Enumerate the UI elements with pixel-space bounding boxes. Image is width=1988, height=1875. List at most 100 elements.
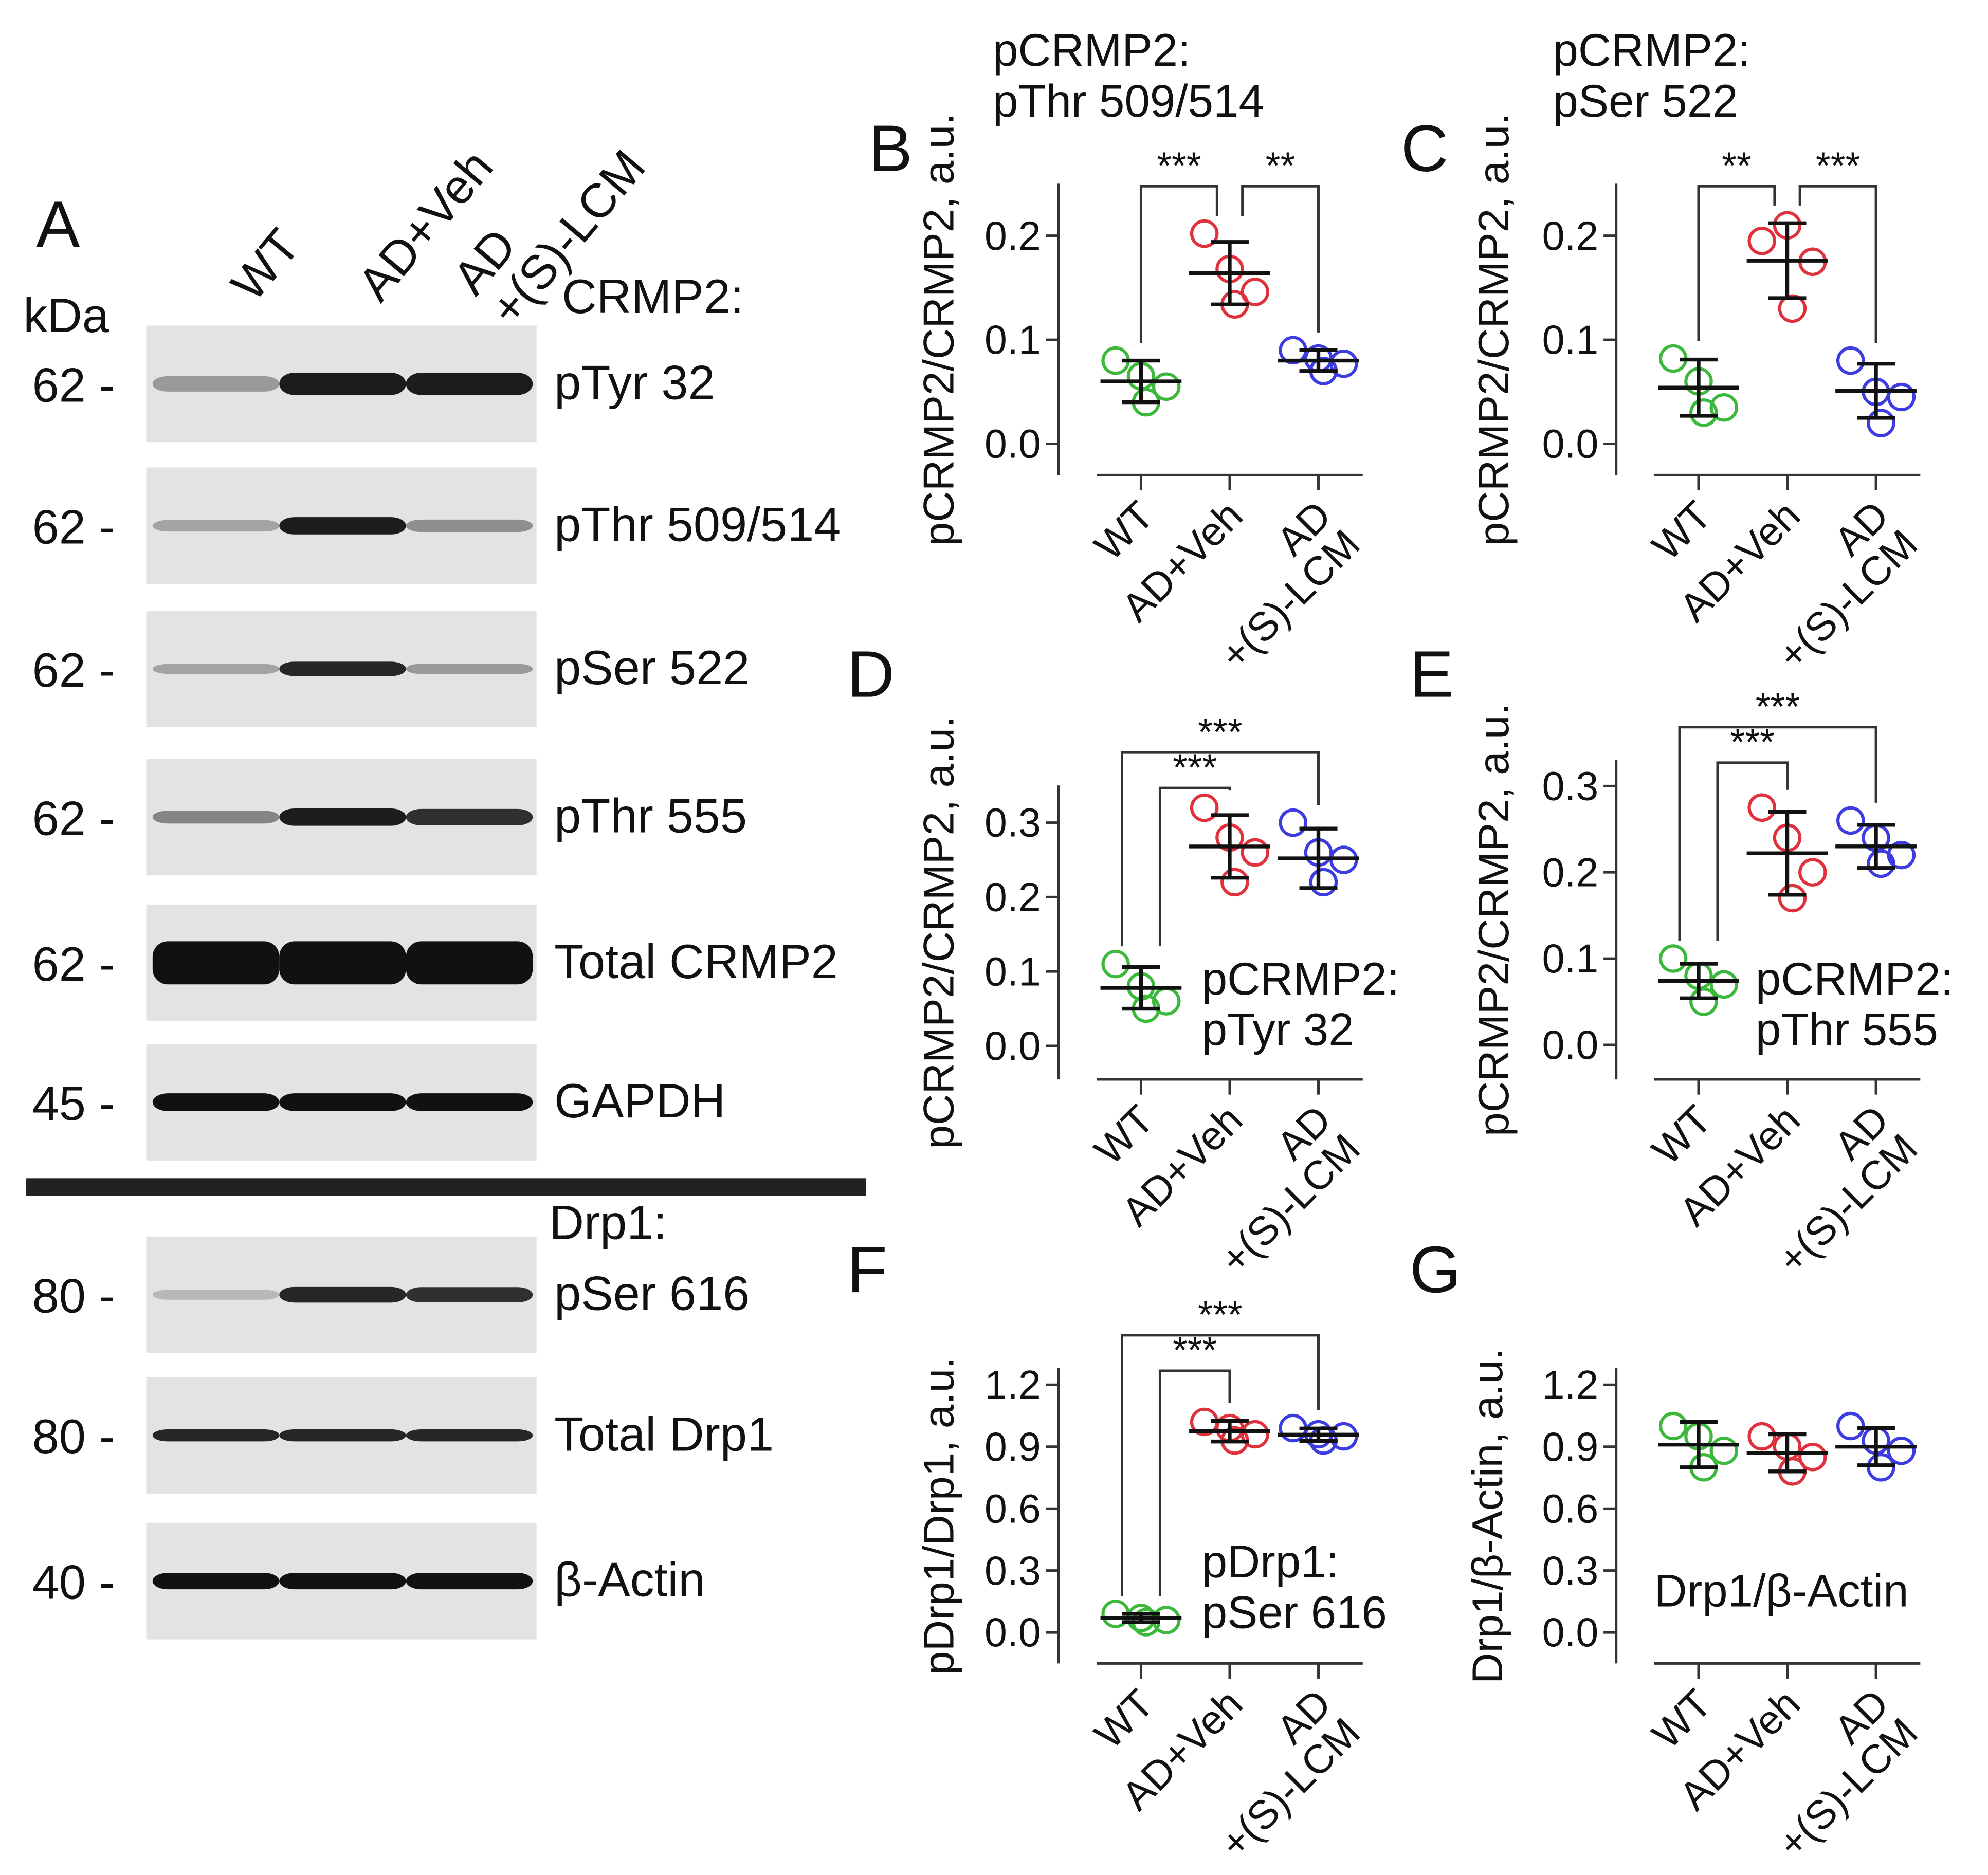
data-point: [1798, 1443, 1827, 1472]
y-tick-label: 0.3: [1542, 763, 1599, 808]
row-label: pSer 522: [554, 640, 750, 694]
blot-band: [152, 1573, 280, 1590]
x-tick-label: WT: [1644, 1681, 1720, 1757]
panel-label: A: [36, 188, 80, 262]
row-label: Total CRMP2: [554, 934, 838, 988]
blot-band: [406, 1093, 533, 1111]
y-tick-label: 1.2: [984, 1362, 1041, 1407]
x-tick-label: WT: [1086, 1681, 1162, 1757]
y-tick-label: 0.0: [1542, 421, 1599, 467]
significance-label: **: [1266, 144, 1296, 187]
y-tick-label: 0.0: [1542, 1022, 1599, 1068]
data-point: [1190, 793, 1219, 822]
significance-label: ***: [1157, 144, 1201, 187]
blot-band: [152, 1429, 280, 1442]
y-axis-label: pCRMP2/CRMP2, a.u.: [915, 113, 963, 546]
data-point: [1101, 949, 1130, 979]
data-point: [1658, 1411, 1688, 1441]
data-point: [1867, 849, 1895, 878]
panel-title: pSer 616: [1202, 1587, 1387, 1638]
data-point: [1867, 1453, 1895, 1482]
data-point: [1747, 227, 1776, 255]
y-tick-label: 0.0: [984, 421, 1041, 467]
blot-band: [279, 1093, 406, 1111]
blot-band: [152, 1093, 280, 1111]
y-tick-label: 0.9: [984, 1424, 1041, 1469]
y-tick-label: 0.1: [984, 949, 1041, 994]
blot-band: [152, 520, 280, 532]
row-label: pThr 555: [554, 788, 747, 842]
data-point: [1329, 349, 1358, 378]
data-point: [1241, 1420, 1269, 1449]
data-point: [1709, 1436, 1738, 1465]
panel-title: pCRMP2:: [1553, 25, 1751, 76]
data-point: [1152, 372, 1181, 401]
blot-band: [406, 941, 533, 985]
y-tick-label: 0.2: [1542, 850, 1599, 895]
blot-band: [152, 811, 280, 824]
blot-band: [279, 808, 406, 826]
marker-label: 80 -: [32, 1409, 115, 1463]
significance-bracket: [1798, 185, 1877, 343]
marker-label: 80 -: [32, 1269, 115, 1323]
y-tick-label: 0.3: [1542, 1548, 1599, 1593]
y-tick-label: 0.0: [984, 1610, 1041, 1655]
y-tick-label: 0.1: [1542, 936, 1599, 981]
significance-bracket: [1697, 185, 1776, 341]
marker-label: 62 -: [32, 358, 115, 412]
blot-band: [279, 373, 406, 395]
blot-band: [406, 1429, 533, 1442]
y-tick-label: 0.9: [1542, 1424, 1599, 1469]
data-point: [1836, 1411, 1865, 1441]
y-tick-label: 0.2: [1542, 213, 1599, 259]
marker-label: 62 -: [32, 937, 115, 991]
y-tick-label: 0.1: [984, 317, 1041, 362]
y-tick-label: 0.2: [984, 874, 1041, 920]
data-point: [1709, 970, 1738, 999]
blot-band: [279, 941, 406, 985]
y-axis-label: Drp1/β-Actin, a.u.: [1463, 1348, 1511, 1684]
divider: [26, 1178, 866, 1196]
panel-title: pCRMP2:: [1202, 953, 1400, 1004]
row-label: β-Actin: [554, 1553, 705, 1607]
data-point: [1778, 294, 1807, 323]
section-label: CRMP2:: [562, 269, 744, 323]
data-point: [1887, 1436, 1916, 1465]
data-point: [1279, 808, 1307, 837]
data-point: [1689, 398, 1718, 427]
data-point: [1747, 1422, 1776, 1451]
row-label: GAPDH: [554, 1074, 725, 1128]
data-point: [1709, 393, 1738, 422]
panel-label: G: [1410, 1233, 1461, 1307]
x-tick-label: WT: [1086, 1097, 1162, 1173]
blot-band: [152, 376, 280, 392]
data-point: [1778, 884, 1807, 913]
row-label: pSer 616: [554, 1266, 750, 1320]
data-point: [1190, 219, 1219, 248]
row-label: pTyr 32: [554, 355, 715, 409]
y-tick-label: 1.2: [1542, 1362, 1599, 1407]
blot-band: [279, 661, 406, 676]
panel-title: pThr 509/514: [993, 76, 1264, 126]
significance-bracket: [1158, 1369, 1231, 1596]
data-point: [1241, 838, 1269, 867]
x-tick-label: WT: [1086, 492, 1162, 569]
blot-band: [279, 1573, 406, 1590]
significance-label: ***: [1756, 685, 1800, 728]
data-point: [1220, 868, 1249, 897]
panel-title: Drp1/β-Actin: [1654, 1565, 1909, 1616]
y-tick-label: 0.0: [984, 1023, 1041, 1069]
marker-label: 45 -: [32, 1076, 115, 1130]
significance-label: ***: [1198, 710, 1242, 753]
blot-band: [406, 664, 533, 674]
blot-band: [152, 664, 280, 674]
y-tick-label: 0.1: [1542, 317, 1599, 362]
significance-label: ***: [1816, 144, 1860, 187]
panel-label: D: [847, 638, 895, 711]
y-tick-label: 0.3: [984, 800, 1041, 845]
data-point: [1867, 409, 1895, 437]
panel-label: C: [1401, 112, 1449, 186]
data-point: [1836, 806, 1865, 835]
blot-band: [406, 519, 533, 532]
